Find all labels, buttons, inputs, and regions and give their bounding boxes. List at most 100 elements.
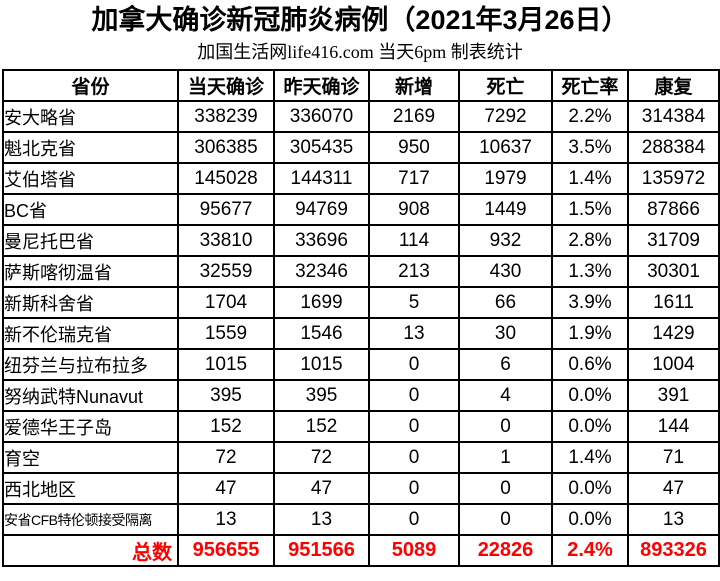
column-header-2: 昨天确诊	[273, 69, 370, 102]
value-cell: 314384	[627, 100, 720, 133]
value-cell: 0	[368, 410, 460, 443]
value-cell: 0	[368, 348, 460, 381]
value-cell: 0.0%	[551, 379, 629, 412]
value-cell: 145028	[177, 162, 275, 195]
province-cell: 新不伦瑞克省	[2, 317, 179, 350]
table-row: 魁北克省 306385 305435 950 10637 3.5% 288384	[2, 131, 720, 164]
value-cell: 5089	[368, 534, 460, 567]
province-cell: 努纳武特Nunavut	[2, 379, 179, 412]
value-cell: 32559	[177, 255, 275, 288]
value-cell: 1015	[273, 348, 370, 381]
value-cell: 956655	[177, 534, 275, 567]
table-row: 艾伯塔省 145028 144311 717 1979 1.4% 135972	[2, 162, 720, 195]
value-cell: 2.2%	[551, 100, 629, 133]
value-cell: 0.0%	[551, 503, 629, 536]
value-cell: 1546	[273, 317, 370, 350]
value-cell: 72	[273, 441, 370, 474]
value-cell: 395	[273, 379, 370, 412]
value-cell: 430	[458, 255, 553, 288]
value-cell: 2.8%	[551, 224, 629, 257]
province-cell: 爱德华王子岛	[2, 410, 179, 443]
table-row: 新不伦瑞克省 1559 1546 13 30 1.9% 1429	[2, 317, 720, 350]
province-cell: 艾伯塔省	[2, 162, 179, 195]
value-cell: 1	[458, 441, 553, 474]
value-cell: 31709	[627, 224, 720, 257]
value-cell: 1979	[458, 162, 553, 195]
column-header-6: 康复	[627, 69, 720, 102]
value-cell: 1.9%	[551, 317, 629, 350]
value-cell: 33810	[177, 224, 275, 257]
value-cell: 32346	[273, 255, 370, 288]
value-cell: 932	[458, 224, 553, 257]
value-cell: 10637	[458, 131, 553, 164]
province-cell: 育空	[2, 441, 179, 474]
value-cell: 1559	[177, 317, 275, 350]
column-header-4: 死亡	[458, 69, 553, 102]
table-totals-row: 总数 956655 951566 5089 22826 2.4% 893326	[2, 534, 720, 567]
value-cell: 0	[368, 472, 460, 505]
value-cell: 13	[273, 503, 370, 536]
value-cell: 951566	[273, 534, 370, 567]
value-cell: 1704	[177, 286, 275, 319]
value-cell: 2169	[368, 100, 460, 133]
value-cell: 13	[627, 503, 720, 536]
value-cell: 87866	[627, 193, 720, 226]
value-cell: 7292	[458, 100, 553, 133]
value-cell: 71	[627, 441, 720, 474]
value-cell: 13	[177, 503, 275, 536]
value-cell: 114	[368, 224, 460, 257]
table-row: 曼尼托巴省 33810 33696 114 932 2.8% 31709	[2, 224, 720, 257]
province-cell: 新斯科舍省	[2, 286, 179, 319]
province-cell: 魁北克省	[2, 131, 179, 164]
totals-label-cell: 总数	[2, 534, 179, 567]
value-cell: 4	[458, 379, 553, 412]
value-cell: 950	[368, 131, 460, 164]
table-row: 安省CFB特伦顿接受隔离 13 13 0 0 0.0% 13	[2, 503, 720, 536]
column-header-0: 省份	[2, 69, 179, 102]
value-cell: 1.5%	[551, 193, 629, 226]
value-cell: 66	[458, 286, 553, 319]
table-row: 新斯科舍省 1704 1699 5 66 3.9% 1611	[2, 286, 720, 319]
value-cell: 1.3%	[551, 255, 629, 288]
value-cell: 1015	[177, 348, 275, 381]
value-cell: 95677	[177, 193, 275, 226]
table-row: BC省 95677 94769 908 1449 1.5% 87866	[2, 193, 720, 226]
value-cell: 336070	[273, 100, 370, 133]
column-header-1: 当天确诊	[177, 69, 275, 102]
value-cell: 338239	[177, 100, 275, 133]
value-cell: 717	[368, 162, 460, 195]
table-row: 育空 72 72 0 1 1.4% 71	[2, 441, 720, 474]
value-cell: 1611	[627, 286, 720, 319]
value-cell: 5	[368, 286, 460, 319]
value-cell: 1.4%	[551, 162, 629, 195]
value-cell: 908	[368, 193, 460, 226]
column-header-3: 新增	[368, 69, 460, 102]
value-cell: 152	[273, 410, 370, 443]
table-row: 安大略省 338239 336070 2169 7292 2.2% 314384	[2, 100, 720, 133]
covid-stats-table: 省份 当天确诊 昨天确诊 新增 死亡 死亡率 康复 安大略省 338239 336070 2169…	[2, 69, 720, 567]
value-cell: 144311	[273, 162, 370, 195]
value-cell: 1449	[458, 193, 553, 226]
value-cell: 213	[368, 255, 460, 288]
province-cell: 西北地区	[2, 472, 179, 505]
value-cell: 395	[177, 379, 275, 412]
value-cell: 152	[177, 410, 275, 443]
value-cell: 0	[458, 410, 553, 443]
province-cell: 安省CFB特伦顿接受隔离	[2, 503, 179, 536]
value-cell: 135972	[627, 162, 720, 195]
value-cell: 0	[368, 503, 460, 536]
value-cell: 1004	[627, 348, 720, 381]
value-cell: 2.4%	[551, 534, 629, 567]
table-row: 爱德华王子岛 152 152 0 0 0.0% 144	[2, 410, 720, 443]
value-cell: 6	[458, 348, 553, 381]
province-cell: BC省	[2, 193, 179, 226]
value-cell: 0.0%	[551, 410, 629, 443]
value-cell: 30	[458, 317, 553, 350]
value-cell: 94769	[273, 193, 370, 226]
table-row: 努纳武特Nunavut 395 395 0 4 0.0% 391	[2, 379, 720, 412]
value-cell: 72	[177, 441, 275, 474]
page-title: 加拿大确诊新冠肺炎病例（2021年3月26日）	[91, 5, 629, 35]
table-row: 纽芬兰与拉布拉多 1015 1015 0 6 0.6% 1004	[2, 348, 720, 381]
table-row: 西北地区 47 47 0 0 0.0% 47	[2, 472, 720, 505]
value-cell: 0	[368, 441, 460, 474]
